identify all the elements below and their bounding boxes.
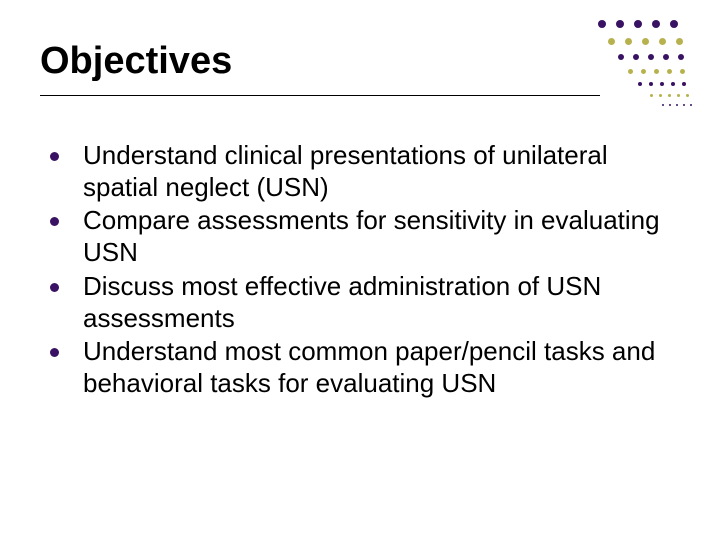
deco-dot: [618, 54, 624, 60]
deco-dot: [682, 82, 686, 86]
deco-dot: [649, 82, 653, 86]
bullet-icon: [50, 348, 59, 357]
deco-dot: [680, 69, 685, 74]
bullet-text: Discuss most effective administration of…: [83, 271, 660, 334]
deco-dot: [690, 104, 692, 106]
deco-dot: [676, 104, 678, 106]
deco-dot: [598, 20, 606, 28]
list-item: Understand most common paper/pencil task…: [50, 336, 660, 399]
deco-dot: [669, 104, 671, 106]
deco-dot: [642, 38, 649, 45]
bullet-text: Understand clinical presentations of uni…: [83, 140, 660, 203]
deco-dot: [677, 94, 680, 97]
title-block: Objectives: [40, 40, 600, 96]
deco-dot: [683, 104, 685, 106]
list-item: Compare assessments for sensitivity in e…: [50, 205, 660, 268]
list-item: Understand clinical presentations of uni…: [50, 140, 660, 203]
deco-dot: [616, 20, 624, 28]
deco-dot: [633, 54, 639, 60]
bullet-text: Compare assessments for sensitivity in e…: [83, 205, 660, 268]
deco-dot: [670, 20, 678, 28]
deco-dot: [648, 54, 654, 60]
bullet-icon: [50, 152, 59, 161]
deco-dot: [625, 38, 632, 45]
bullet-text: Understand most common paper/pencil task…: [83, 336, 660, 399]
decorative-dot-cluster: [598, 20, 698, 130]
bullet-icon: [50, 283, 59, 292]
deco-dot: [628, 69, 633, 74]
slide: Objectives Understand clinical presentat…: [0, 0, 720, 540]
deco-dot: [650, 94, 653, 97]
deco-dot: [660, 82, 664, 86]
deco-dot: [667, 69, 672, 74]
deco-dot: [678, 54, 684, 60]
deco-dot: [634, 20, 642, 28]
body-block: Understand clinical presentations of uni…: [50, 140, 660, 402]
slide-title: Objectives: [40, 40, 600, 95]
deco-dot: [608, 38, 615, 45]
deco-dot: [638, 82, 642, 86]
bullet-icon: [50, 217, 59, 226]
deco-dot: [671, 82, 675, 86]
deco-dot: [654, 69, 659, 74]
title-underline: [40, 95, 600, 96]
bullet-list: Understand clinical presentations of uni…: [50, 140, 660, 400]
deco-dot: [659, 38, 666, 45]
list-item: Discuss most effective administration of…: [50, 271, 660, 334]
deco-dot: [659, 94, 662, 97]
deco-dot: [663, 54, 669, 60]
deco-dot: [652, 20, 660, 28]
deco-dot: [668, 94, 671, 97]
deco-dot: [686, 94, 689, 97]
deco-dot: [641, 69, 646, 74]
deco-dot: [662, 104, 664, 106]
deco-dot: [676, 38, 683, 45]
